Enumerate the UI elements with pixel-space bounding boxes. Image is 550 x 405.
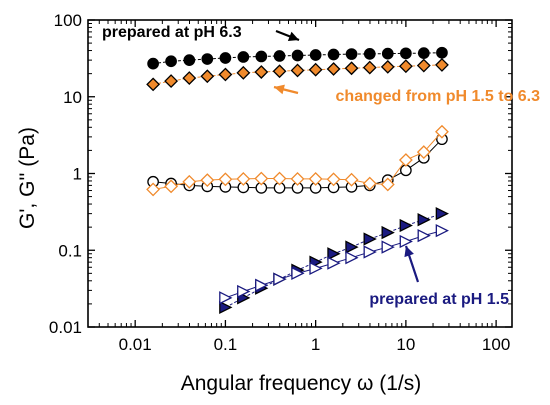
data-point-circle [363,48,376,60]
data-point-circle [345,48,358,60]
data-point-triangle [417,213,431,227]
data-point-triangle [327,247,341,261]
data-point-diamond [308,171,323,186]
data-point-triangle [435,206,449,221]
annotation-arrowhead [287,31,299,42]
data-point-diamond [164,74,179,89]
data-point-triangle [399,234,413,249]
series-line [153,52,442,65]
x-tick-label: 10 [396,335,415,354]
data-point-diamond [164,179,179,194]
data-point-diamond [344,172,359,187]
data-point-diamond [200,69,215,84]
data-point-circle [201,53,214,65]
data-point-circle [147,57,159,70]
data-point-triangle [255,278,269,292]
data-point-diamond [272,64,287,79]
annotation-arrowhead [274,84,285,95]
y-tick-label: 1 [73,165,82,184]
data-point-triangle [219,291,233,305]
data-point-circle [291,49,304,62]
data-point-diamond [398,59,413,74]
axes: 0.01 0.1 1 10 100 0.01 0.1 1 10 100 [49,11,513,354]
data-point-diamond [236,171,251,186]
data-point-diamond [326,172,341,187]
annotation-arrowhead [404,246,414,258]
data-point-diamond [218,67,233,82]
data-point-diamond [416,145,431,160]
y-tick-label: 100 [54,11,82,30]
data-point-diamond [200,173,215,188]
data-point-circle [400,47,412,60]
data-point-circle [327,48,340,61]
annotation-text: prepared at pH 6.3 [102,24,242,41]
data-point-triangle [237,284,251,299]
data-point-diamond [182,71,197,86]
data-point-circle [165,55,177,68]
data-point-diamond [218,172,233,187]
data-point-triangle [327,256,341,270]
data-point-triangle [345,251,359,265]
data-point-diamond [146,77,161,92]
data-point-triangle [309,261,323,276]
data-point-triangle [345,240,359,254]
data-point-triangle [381,225,395,240]
data-point-diamond [380,177,395,192]
data-point-triangle [273,272,287,286]
data-point-circle [255,50,268,63]
x-tick-label: 1 [311,335,320,354]
data-point-circle [183,54,196,66]
y-tick-label: 0.01 [49,318,82,337]
data-point-circle [273,50,286,62]
data-point-circle [237,51,250,63]
data-point-diamond [290,63,305,78]
data-point-diamond [362,60,377,75]
y-tick-label: 0.1 [58,241,82,260]
data-point-diamond [182,174,197,189]
data-point-diamond [398,153,413,167]
series-a [147,46,448,70]
data-point-triangle [417,228,431,243]
data-point-triangle [435,224,449,238]
data-point-diamond [254,65,269,79]
x-axis-title: Angular frequency ω (1/s) [181,372,422,395]
data-point-circle [309,49,322,61]
series-f [219,224,449,305]
annotations: prepared at pH 6.3 changed from pH 1.5 to… [102,24,540,308]
data-point-circle [219,52,232,64]
data-point-diamond [272,171,287,186]
y-tick-label: 10 [63,88,82,107]
data-point-diamond [308,62,323,77]
data-point-circle [417,47,430,59]
annotation-text: changed from pH 1.5 to 6.3 [336,88,541,105]
data-point-diamond [236,65,251,80]
data-point-diamond [344,61,359,76]
data-point-diamond [435,124,449,139]
data-point-diamond [435,57,449,72]
data-point-diamond [380,59,395,74]
chart-marks [146,46,449,315]
series-b [146,57,449,92]
x-tick-label: 0.1 [214,335,238,354]
data-point-triangle [399,218,413,233]
data-point-triangle [291,266,305,281]
data-point-triangle [363,245,377,259]
y-axis-title: G', G'' (Pa) [16,127,39,229]
data-point-diamond [416,58,431,73]
data-point-circle [436,46,448,59]
data-point-diamond [290,171,305,186]
data-point-circle [381,47,394,60]
data-point-triangle [219,300,233,315]
x-tick-label: 0.01 [119,335,152,354]
data-point-diamond [146,182,161,197]
data-point-diamond [254,171,269,186]
data-point-triangle [363,232,377,246]
series-d [146,124,449,197]
data-point-triangle [381,240,395,254]
data-point-diamond [362,176,377,191]
data-point-diamond [326,62,341,76]
x-tick-label: 100 [482,335,510,354]
annotation-text: prepared at pH 1.5 [369,291,509,308]
